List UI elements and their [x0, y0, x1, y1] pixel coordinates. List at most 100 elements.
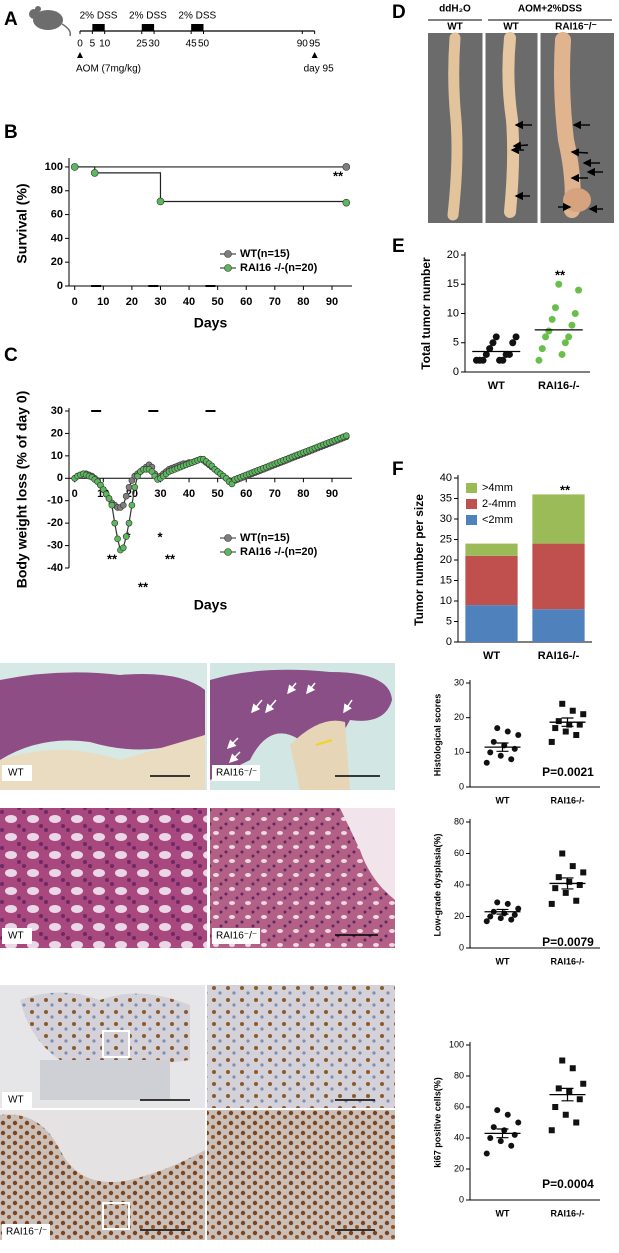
data-point	[542, 333, 550, 341]
timeline-tick-label: 5	[90, 39, 96, 50]
data-point	[566, 1088, 573, 1095]
legend-marker	[224, 534, 232, 542]
annotation: P=0.0004	[542, 1177, 594, 1191]
data-point	[566, 721, 573, 728]
data-point	[122, 492, 130, 500]
y-tick-label: 0	[57, 472, 63, 484]
y-tick-label: -40	[47, 562, 63, 574]
y-tick-label: 60	[454, 1101, 464, 1111]
data-point	[568, 321, 576, 329]
data-point	[70, 163, 79, 171]
dss-label: 2% DSS	[129, 11, 167, 22]
data-point	[558, 350, 566, 358]
data-point	[515, 905, 522, 912]
data-point	[561, 339, 569, 347]
x-tick-label: 50	[212, 296, 224, 308]
data-point	[573, 1119, 580, 1126]
y-axis-label: Survival (%)	[14, 183, 30, 263]
photo-label: WT	[447, 22, 463, 33]
data-point	[497, 1138, 504, 1145]
timeline-tick-label: 50	[198, 39, 210, 50]
data-point	[565, 333, 573, 341]
data-point	[562, 1111, 569, 1118]
x-tick-label: 70	[269, 296, 281, 308]
data-point	[494, 899, 501, 906]
x-tick-label: 60	[240, 296, 252, 308]
timeline-start-label: AOM (7mg/kg)	[76, 64, 141, 75]
y-tick-label: 25	[440, 533, 452, 545]
panel-letter: C	[4, 345, 18, 366]
y-tick-label: 80	[454, 816, 464, 826]
dss-label: 2% DSS	[80, 11, 118, 22]
y-axis-label: Body weight loss (% of day 0)	[14, 391, 30, 589]
x-tick-label: RAI16-/-	[538, 650, 580, 662]
data-point	[482, 350, 490, 358]
y-tick-label: -10	[47, 495, 63, 507]
y-tick-label: 100	[449, 1039, 464, 1049]
y-tick-label: 10	[440, 595, 452, 607]
photo-header: ddH₂O	[439, 4, 471, 15]
legend-label: RAI16 -/-(n=20)	[240, 546, 318, 558]
data-point	[551, 304, 559, 312]
x-tick-label: 30	[154, 488, 166, 500]
data-point	[573, 897, 580, 904]
annotation: **	[138, 579, 149, 594]
data-point	[555, 718, 562, 725]
data-point	[569, 863, 576, 870]
data-point	[535, 356, 543, 364]
bar-segment	[532, 543, 585, 610]
data-point	[492, 333, 500, 341]
x-tick-label: 10	[97, 296, 109, 308]
data-point	[483, 918, 490, 925]
data-point	[497, 752, 504, 759]
data-point	[494, 725, 501, 732]
histology-g	[0, 663, 395, 790]
data-point	[156, 197, 165, 206]
panel-letter: D	[392, 2, 406, 23]
data-point	[548, 315, 556, 323]
panel-letter: A	[4, 9, 18, 30]
data-point	[125, 519, 133, 527]
image-label: WT	[8, 768, 24, 779]
x-tick-label: 60	[240, 488, 252, 500]
data-point	[559, 1057, 566, 1064]
legend-label: WT(n=15)	[240, 532, 290, 544]
data-point	[566, 878, 573, 885]
legend-label: RAI16 -/-(n=20)	[240, 262, 318, 274]
data-point	[552, 725, 559, 732]
x-tick-label: 90	[326, 488, 338, 500]
timeline-tick-label: 45	[186, 39, 198, 50]
timeline-end-label: day 95	[304, 64, 334, 75]
data-point	[569, 707, 576, 714]
panel-letter: E	[392, 236, 405, 257]
error-bar	[561, 1087, 574, 1102]
data-point	[548, 900, 555, 907]
data-point	[494, 1107, 501, 1114]
timeline-arrow	[77, 52, 83, 58]
y-tick-label: 20	[51, 256, 63, 268]
data-point	[122, 533, 130, 540]
x-tick-label: 0	[72, 296, 78, 308]
y-tick-label: 80	[454, 1070, 464, 1080]
data-point	[515, 732, 522, 738]
data-point	[342, 163, 351, 171]
photo-label: RAI16⁻/⁻	[555, 22, 597, 33]
image-label: RAI16⁻/⁻	[216, 768, 257, 779]
data-point	[120, 501, 127, 509]
timeline-tick-label: 95	[309, 39, 321, 50]
x-tick-label: 40	[183, 296, 195, 308]
y-tick-label: 20	[440, 554, 452, 566]
x-tick-label: WT	[496, 956, 510, 966]
y-tick-label: 20	[454, 712, 464, 722]
y-tick-label: 15	[440, 574, 452, 586]
data-point	[515, 1119, 522, 1126]
data-point	[487, 1135, 494, 1141]
y-tick-label: 30	[454, 677, 464, 687]
y-axis-label: ki67 positive cells(%)	[432, 1077, 442, 1168]
y-tick-label: 10	[51, 450, 63, 462]
data-point	[487, 749, 494, 756]
y-tick-label: 60	[454, 848, 464, 858]
data-point	[562, 889, 569, 896]
bar-segment	[532, 494, 585, 544]
annotation: **	[555, 267, 566, 282]
